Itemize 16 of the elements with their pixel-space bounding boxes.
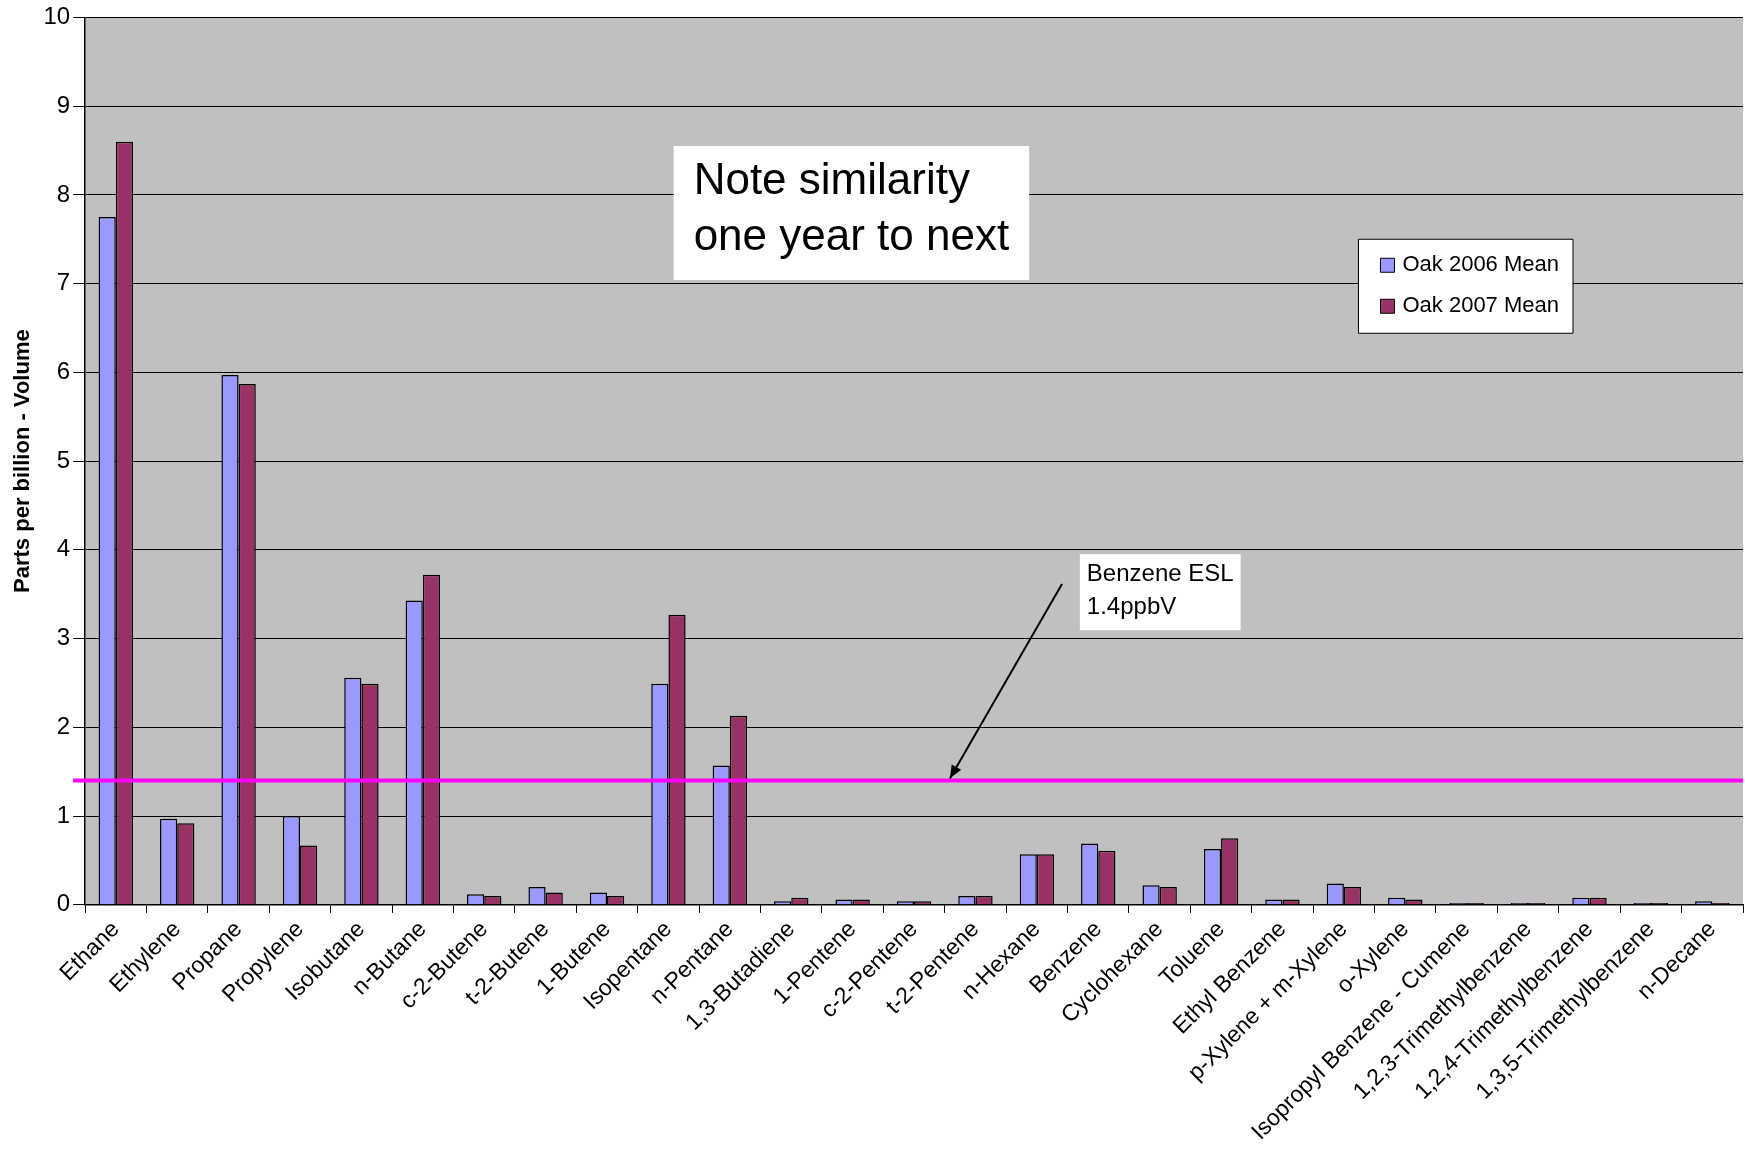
y-tick-label: 6 <box>56 357 71 384</box>
y-axis-title: Parts per billion - Volume <box>9 329 35 593</box>
legend-label: Oak 2007 Mean <box>1402 292 1559 318</box>
y-tick-label: 9 <box>56 90 71 118</box>
y-tick-label: 1 <box>56 800 71 828</box>
y-tick-label: 3 <box>56 623 71 651</box>
y-tick-label: 7 <box>56 268 71 296</box>
y-tick-label: 2 <box>56 711 71 739</box>
y-tick-label: 10 <box>43 2 71 30</box>
y-tick-label: 8 <box>56 179 71 207</box>
y-tick-label: 4 <box>56 534 71 562</box>
legend-label: Oak 2006 Mean <box>1402 251 1559 277</box>
ref-line-label: Benzene ESL 1.4ppbV <box>1086 558 1234 619</box>
annotation: Note similarity one year to next <box>693 154 1010 260</box>
y-tick-label: 5 <box>56 445 71 473</box>
y-tick-label: 0 <box>56 889 71 917</box>
